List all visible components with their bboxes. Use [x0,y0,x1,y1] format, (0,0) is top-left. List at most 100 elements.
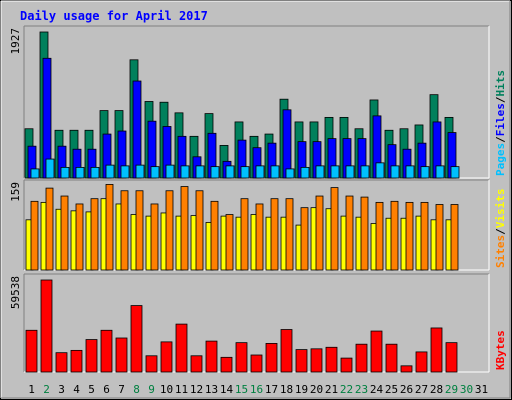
day-label-18: 18 [280,383,293,396]
bar-kbytes-day-19 [295,349,308,373]
bar-pages-day-22 [345,165,355,179]
bar-pages-day-9 [150,166,160,179]
bar-sites-day-15 [240,198,249,271]
bar-pages-day-18 [285,168,295,179]
day-labels-layer: 1 2 3 4 5 6 7 8 9 10 11 12 13 14 15 16 17 18 19 20 21 22 23 24 2… [28,383,488,396]
legend-entry: / [494,228,507,235]
panel-legend: Pages/Files/Hits [494,70,507,176]
bar-files-day-18 [282,109,292,179]
panel-max-label: 159 [9,182,22,202]
bar-kbytes-day-15 [235,342,248,373]
day-label-24: 24 [370,383,384,396]
day-label-26: 26 [400,383,413,396]
bar-kbytes-day-23 [355,343,368,373]
bar-sites-day-25 [390,200,399,271]
bar-sites-day-4 [75,203,84,271]
day-label-23: 23 [355,383,368,396]
bar-kbytes-day-5 [85,339,98,373]
bar-kbytes-day-25 [385,343,398,373]
bar-pages-day-15 [240,166,250,179]
bar-kbytes-day-7 [115,337,128,373]
bar-files-day-8 [132,80,142,179]
day-label-8: 8 [133,383,140,396]
bar-pages-day-10 [165,164,175,179]
day-label-16: 16 [250,383,263,396]
bar-pages-day-8 [135,164,145,179]
day-label-30: 30 [460,383,473,396]
legend-entry: Sites [494,235,507,268]
bar-pages-day-14 [225,165,235,179]
legend-entry: KBytes [494,330,507,370]
panels-layer: 1927Pages/Files/Hits159Sites/Visits59538… [9,25,507,373]
bar-kbytes-day-24 [370,330,383,373]
bar-pages-day-24 [375,162,385,179]
bar-sites-day-7 [120,190,129,271]
legend-entry: / [494,96,507,103]
bar-pages-day-28 [435,165,445,179]
bar-kbytes-day-26 [400,365,413,373]
bar-pages-day-17 [270,165,280,179]
bar-sites-day-10 [165,190,174,271]
bar-pages-day-12 [195,165,205,179]
bar-pages-day-23 [360,165,370,179]
bar-sites-day-1 [30,200,39,271]
bar-pages-day-11 [180,165,190,179]
bar-kbytes-day-1 [25,329,38,373]
bar-kbytes-day-2 [40,279,53,373]
bar-sites-day-19 [300,207,309,271]
bar-sites-day-13 [210,200,219,271]
day-label-27: 27 [415,383,428,396]
day-label-21: 21 [325,383,338,396]
bar-kbytes-day-27 [415,351,428,373]
day-label-22: 22 [340,383,353,396]
day-label-7: 7 [118,383,125,396]
bar-sites-day-14 [225,214,234,271]
bar-kbytes-day-12 [190,355,203,373]
day-label-20: 20 [310,383,323,396]
bar-sites-day-3 [60,195,69,271]
bar-pages-day-19 [300,166,310,179]
day-label-10: 10 [160,383,173,396]
day-label-11: 11 [175,383,188,396]
bar-pages-day-20 [315,165,325,179]
legend-entry: / [494,136,507,143]
bar-pages-day-3 [60,166,70,179]
day-label-17: 17 [265,383,278,396]
bar-pages-day-13 [210,166,220,179]
bar-sites-day-28 [435,204,444,271]
bar-pages-day-7 [120,165,130,179]
legend-entry: Pages [494,143,507,176]
legend-entry: Visits [494,189,507,229]
day-label-3: 3 [58,383,65,396]
bar-kbytes-day-29 [445,342,458,373]
bar-pages-day-26 [405,165,415,179]
panel-legend: KBytes [494,330,507,370]
legend-entry: Files [494,103,507,136]
legend-entry: Hits [494,70,507,97]
bar-sites-day-23 [360,196,369,271]
bar-kbytes-day-16 [250,354,263,373]
bar-sites-day-18 [285,198,294,271]
day-label-14: 14 [220,383,234,396]
day-label-1: 1 [28,383,35,396]
bar-sites-day-27 [420,201,429,271]
bar-kbytes-day-3 [55,352,68,373]
bar-kbytes-day-17 [265,343,278,373]
bar-kbytes-day-6 [100,329,113,373]
bar-pages-day-25 [390,165,400,179]
bar-kbytes-day-13 [205,340,218,373]
bar-sites-day-11 [180,186,189,271]
bar-kbytes-day-28 [430,327,443,373]
bar-kbytes-day-9 [145,355,158,373]
bar-sites-day-21 [330,187,339,271]
bar-pages-day-2 [45,158,55,179]
bar-pages-day-21 [330,165,340,179]
bar-pages-day-5 [90,166,100,179]
bar-kbytes-day-10 [160,341,173,373]
bar-sites-day-29 [450,204,459,271]
bar-kbytes-day-14 [220,356,233,373]
bar-sites-day-9 [150,203,159,271]
bar-pages-day-6 [105,164,115,179]
